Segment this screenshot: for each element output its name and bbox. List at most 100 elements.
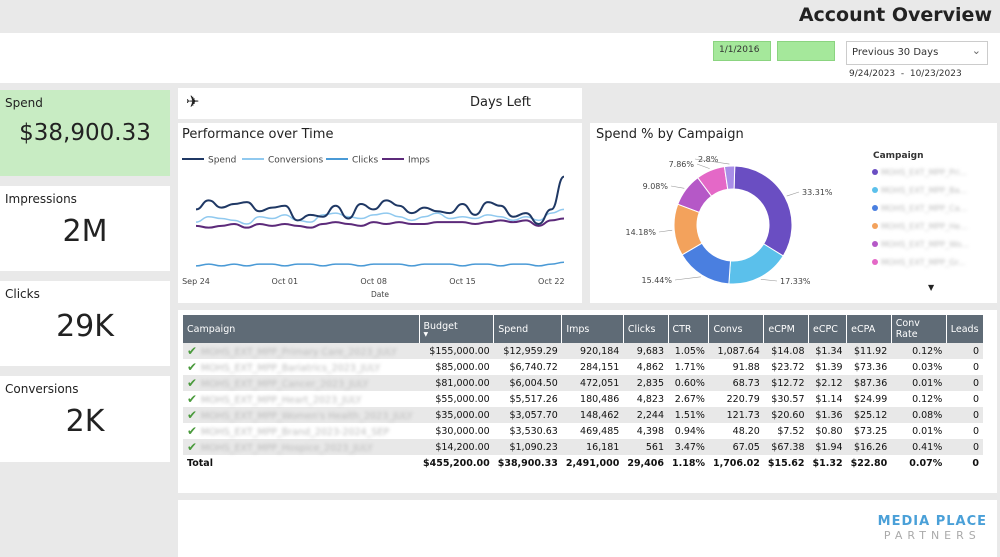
pie-legend-item[interactable]: MOHS_EXT_MPP_Ba... — [872, 181, 992, 199]
table-cell: 180,486 — [580, 393, 620, 405]
table-row[interactable]: ✔ MOHS_EXT_MPP_Brand_2023-2024_SEP $30,00… — [183, 423, 983, 439]
table-row[interactable]: ✔ MOHS_EXT_MPP_Women's Health_2023_JULY $… — [183, 407, 984, 423]
pie-legend-item[interactable]: MOHS_EXT_MPP_Ca... — [872, 199, 992, 217]
column-header[interactable]: Conv Rate — [891, 315, 947, 343]
column-header[interactable]: eCPA — [846, 315, 892, 343]
check-icon: ✔ — [187, 408, 201, 422]
slice-label: 9.08% — [643, 182, 669, 191]
start-date-field[interactable]: 1/1/2016 — [713, 41, 771, 61]
check-icon: ✔ — [187, 440, 201, 454]
table-cell: $35,000.00 — [419, 407, 494, 423]
column-header[interactable]: eCPM — [763, 315, 810, 343]
total-cell: 29,406 — [627, 457, 664, 469]
table-cell: $81,000.00 — [419, 375, 494, 391]
x-tick-label: Sep 24 — [182, 277, 210, 286]
legend-item-spend[interactable]: Spend — [182, 156, 236, 166]
table-cell: $73.25 — [854, 425, 888, 437]
table-row[interactable]: ✔ MOHS_EXT_MPP_Hospice_2023_JULY $14,200.… — [183, 439, 984, 455]
check-icon: ✔ — [187, 392, 201, 406]
days-left-card: ✈ Days Left — [178, 88, 582, 119]
period-dropdown[interactable]: Previous 30 Days ⌄ — [846, 41, 988, 65]
table-cell: $1.34 — [808, 343, 847, 359]
x-axis-label: Date — [371, 290, 389, 299]
table-cell: $1.14 — [815, 393, 843, 405]
pie-legend-label: MOHS_EXT_MPP_Gr... — [881, 257, 966, 267]
table-cell: $73.36 — [854, 361, 888, 373]
table-cell: 0.94% — [674, 425, 705, 437]
campaign-cell: ✔ MOHS_EXT_MPP_Cancer_2023_JULY — [183, 375, 419, 391]
table-row[interactable]: ✔ MOHS_EXT_MPP_Heart_2023_JULY $55,000.00… — [183, 391, 983, 407]
column-header[interactable]: CTR — [668, 315, 710, 343]
table-row[interactable]: ✔ MOHS_EXT_MPP_Cancer_2023_JULY $81,000.0… — [183, 375, 984, 391]
legend-dot — [872, 259, 878, 265]
table-cell: 1.05% — [668, 343, 709, 359]
legend-item-conversions[interactable]: Conversions — [242, 156, 323, 166]
table-cell: $30,000.00 — [435, 425, 490, 437]
check-icon: ✔ — [187, 360, 201, 374]
chart-title: Performance over Time — [182, 127, 334, 142]
kpi-label: Impressions — [5, 192, 77, 206]
column-header[interactable]: Clicks — [623, 315, 669, 343]
column-header[interactable]: Spend — [493, 315, 563, 343]
pie-legend-label: MOHS_EXT_MPP_Ca... — [881, 203, 968, 213]
table-cell: 469,485 — [580, 425, 620, 437]
table-cell: 4,823 — [636, 393, 664, 405]
column-header[interactable]: Campaign — [183, 315, 420, 343]
table-cell: 920,184 — [561, 343, 624, 359]
legend-item-imps[interactable]: Imps — [382, 156, 430, 166]
total-cell: 0.07% — [909, 457, 943, 469]
total-row: Total $455,200.00 $38,900.33 2,491,000 29,40… — [183, 455, 983, 471]
leader-line — [670, 185, 685, 189]
column-header[interactable]: Budget ▼ — [419, 315, 495, 343]
page-title: Account Overview — [798, 4, 992, 26]
kpi-label: Clicks — [5, 287, 40, 301]
legend-item-clicks[interactable]: Clicks — [326, 156, 378, 166]
check-icon: ✔ — [187, 424, 201, 438]
footer-panel: MEDIA PLACE PARTNERS — [178, 500, 997, 557]
kpi-value: 29K — [56, 309, 114, 344]
pie-legend-title: Campaign — [873, 151, 924, 161]
table-row[interactable]: ✔ MOHS_EXT_MPP_Bariatrics_2023_JULY $85,0… — [183, 359, 983, 375]
table-cell: 3.47% — [668, 439, 709, 455]
legend-dot — [872, 205, 878, 211]
table-cell: 1,087.64 — [708, 343, 764, 359]
table-cell: $0.80 — [815, 425, 843, 437]
campaign-cell: ✔ MOHS_EXT_MPP_Women's Health_2023_JULY — [183, 407, 419, 423]
table-cell: $1,090.23 — [493, 439, 562, 455]
column-header[interactable]: Imps — [561, 315, 624, 343]
end-date-field[interactable] — [777, 41, 835, 61]
filter-panel: 1/1/2016 Previous 30 Days ⌄ 9/24/2023 - … — [0, 33, 1000, 83]
table-cell: $6,740.72 — [509, 361, 558, 373]
table-cell: 2.67% — [674, 393, 705, 405]
kpi-value: 2M — [62, 214, 108, 249]
kpi-label: Conversions — [5, 382, 79, 396]
performance-chart-panel: Performance over Time Spend Conversions Cl… — [178, 123, 582, 303]
table-cell: $14.08 — [763, 343, 809, 359]
column-header[interactable]: Convs — [708, 315, 765, 343]
table-cell: 220.79 — [726, 393, 760, 405]
table-row[interactable]: ✔ MOHS_EXT_MPP_Primary Care_2023_JULY $15… — [183, 343, 984, 359]
pie-legend-item[interactable]: MOHS_EXT_MPP_He... — [872, 217, 992, 235]
table-header-row: Campaign Budget ▼ Spend Imps Clicks CTR Convs eC… — [183, 315, 984, 343]
table-cell: 4,862 — [636, 361, 664, 373]
brand-logo-line2: PARTNERS — [883, 529, 981, 542]
donut-slice — [733, 165, 793, 257]
table-cell: 0.60% — [668, 375, 709, 391]
pie-legend-label: MOHS_EXT_MPP_Pri... — [881, 167, 967, 177]
legend-dot — [872, 169, 878, 175]
pie-legend-item[interactable]: MOHS_EXT_MPP_Pri... — [872, 163, 992, 181]
pie-legend-item[interactable]: MOHS_EXT_MPP_Gr... — [872, 253, 992, 271]
pie-legend-item[interactable]: MOHS_EXT_MPP_Wo... — [872, 235, 992, 253]
table-cell: 0 — [946, 375, 984, 391]
period-dropdown-value: Previous 30 Days — [852, 47, 939, 58]
total-cell: $1.32 — [812, 457, 843, 469]
column-header[interactable]: Leads — [946, 315, 984, 343]
column-header[interactable]: eCPC — [808, 315, 848, 343]
brand-logo-line1: MEDIA PLACE — [877, 514, 987, 529]
brand-logo: MEDIA PLACE PARTNERS — [878, 514, 987, 542]
table-cell: $5,517.26 — [509, 393, 558, 405]
table-cell: 0.12% — [912, 393, 943, 405]
table-cell: $6,004.50 — [493, 375, 562, 391]
legend-scroll-down-icon[interactable]: ▼ — [928, 283, 935, 292]
legend-label: Clicks — [352, 156, 378, 166]
